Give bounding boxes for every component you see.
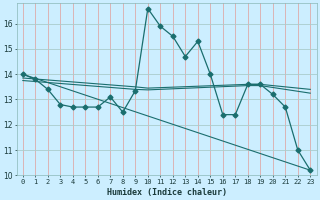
X-axis label: Humidex (Indice chaleur): Humidex (Indice chaleur) [107, 188, 227, 197]
